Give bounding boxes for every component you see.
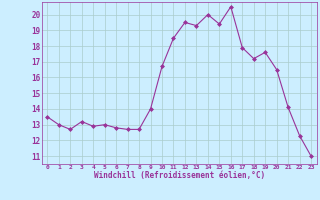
X-axis label: Windchill (Refroidissement éolien,°C): Windchill (Refroidissement éolien,°C) (94, 171, 265, 180)
